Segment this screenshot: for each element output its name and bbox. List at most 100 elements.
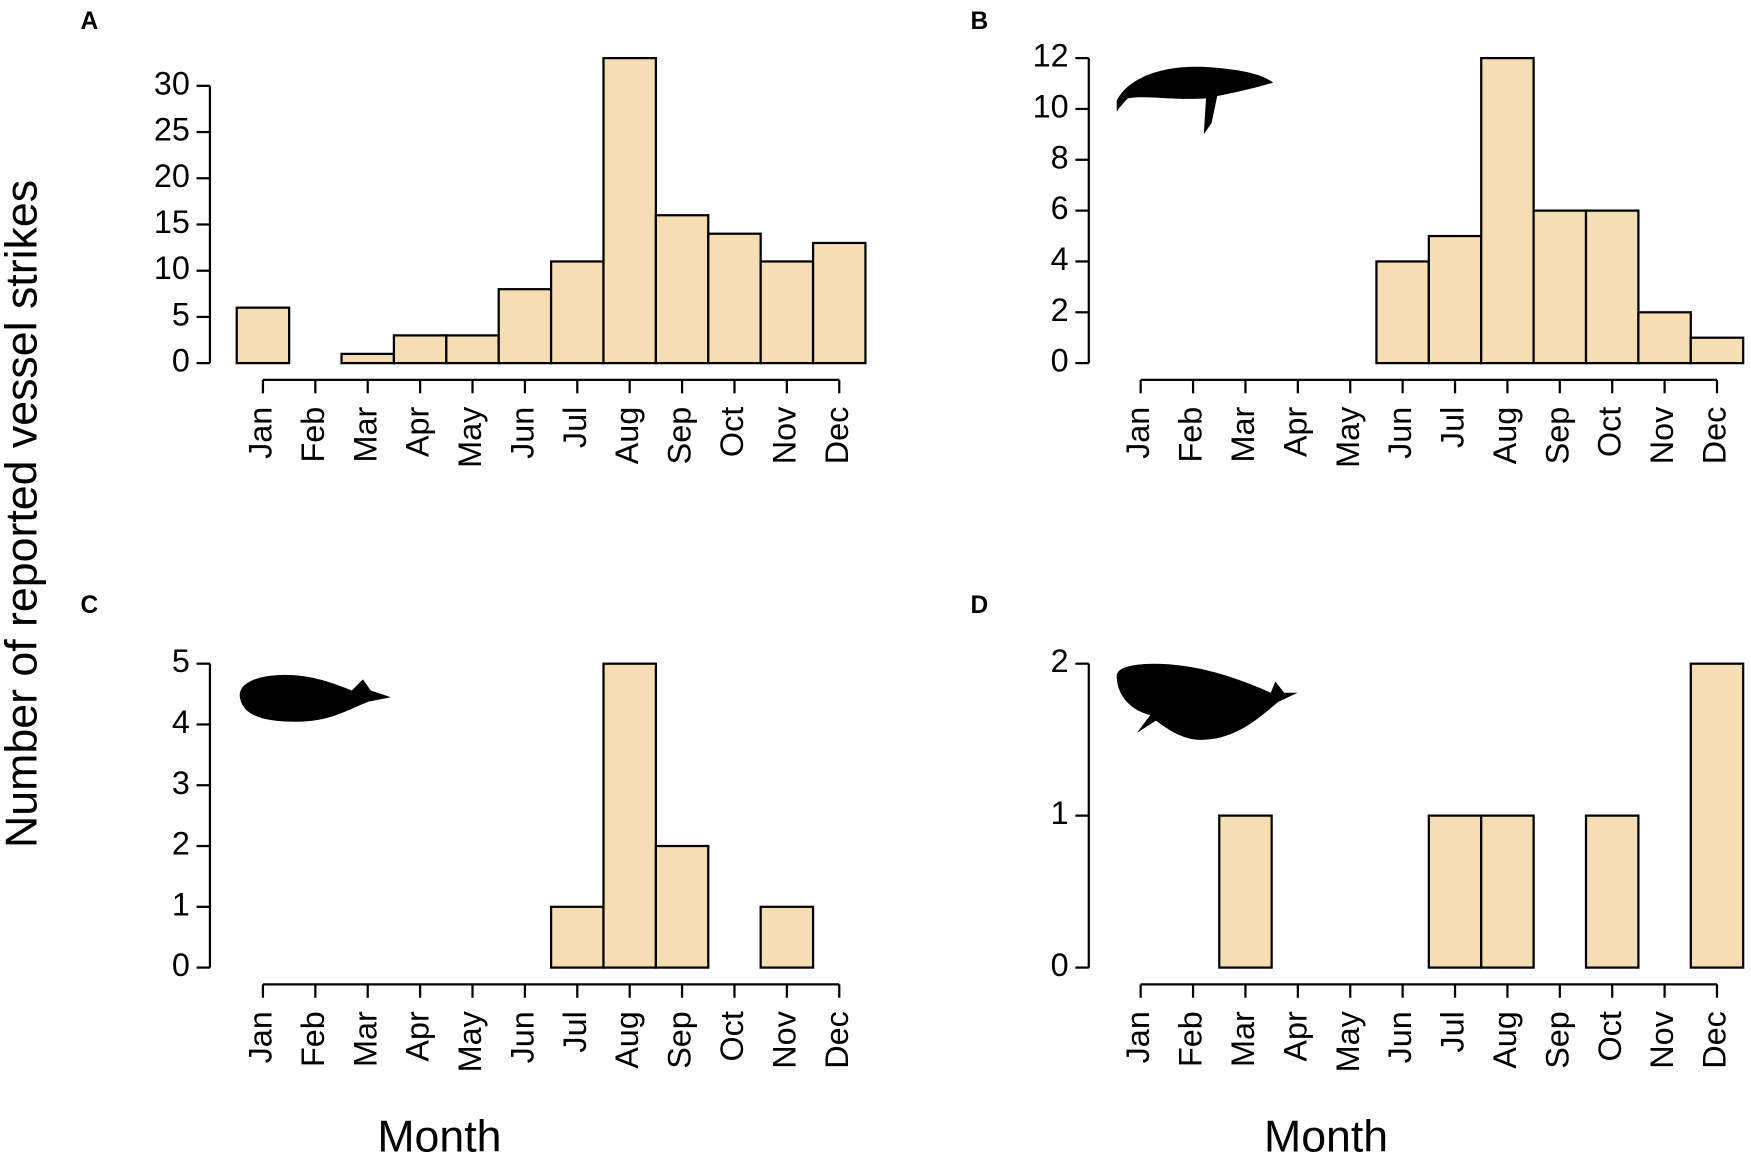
x-tick-label: Jan: [1120, 407, 1156, 459]
x-tick-label: Nov: [766, 406, 802, 464]
x-tick-label: Oct: [1592, 1011, 1628, 1061]
x-tick-label: May: [452, 1010, 488, 1072]
x-tick-label: Dec: [819, 407, 855, 465]
y-tick-label: 6: [1051, 190, 1069, 226]
y-tick-label: 10: [154, 250, 190, 286]
bar: [602, 56, 657, 365]
x-tick-label: Aug: [1487, 407, 1523, 465]
y-tick-label: 8: [1051, 139, 1069, 175]
y-tick-label: 4: [172, 704, 190, 740]
bar: [1375, 260, 1430, 365]
y-tick-label: 2: [1051, 292, 1069, 328]
y-tick-label: 30: [154, 65, 190, 101]
x-tick-label: Dec: [819, 1011, 855, 1069]
x-tick-label: Mar: [347, 1011, 383, 1067]
x-tick-label: Jun: [1382, 1011, 1418, 1063]
x-tick-label: Nov: [1644, 1010, 1680, 1068]
x-tick-label: Aug: [1487, 1011, 1523, 1069]
y-tick-label: 10: [1033, 88, 1069, 124]
x-tick-label: Oct: [1592, 407, 1628, 457]
x-tick-label: Oct: [714, 407, 750, 457]
x-tick-label: Sep: [1539, 407, 1575, 465]
x-tick-label: Jan: [243, 407, 279, 459]
panel-label: C: [80, 592, 98, 619]
y-tick-label: 3: [172, 765, 190, 801]
x-tick-label: Apr: [1277, 1011, 1313, 1062]
bar: [549, 260, 605, 365]
x-tick-label: Jun: [504, 1011, 540, 1063]
y-tick-label: 0: [172, 947, 190, 983]
bar: [497, 288, 553, 365]
y-tick-label: 2: [1051, 643, 1069, 679]
x-tick-label: Sep: [662, 407, 698, 465]
bar: [392, 334, 448, 365]
x-tick-label: Feb: [1173, 1011, 1209, 1067]
y-tick-label: 5: [172, 296, 190, 332]
bar: [1480, 56, 1535, 365]
x-tick-label: Jul: [557, 407, 593, 448]
x-tick-label: Feb: [1173, 407, 1209, 463]
x-tick-label: Jul: [1435, 407, 1471, 448]
x-tick-label: Feb: [295, 407, 331, 463]
bar: [1637, 311, 1692, 365]
x-tick-label: May: [1330, 406, 1366, 468]
panel-label: A: [80, 8, 98, 35]
bar: [1689, 336, 1745, 365]
x-tick-label: Sep: [662, 1011, 698, 1069]
panel-label: B: [970, 8, 988, 35]
x-tick-label: Dec: [1697, 1011, 1733, 1069]
bar: [1427, 814, 1483, 969]
x-tick-label: Nov: [766, 1010, 802, 1068]
y-tick-label: 20: [154, 158, 190, 194]
x-tick-label: May: [1330, 1010, 1366, 1072]
y-tick-label: 0: [172, 343, 190, 379]
bar: [1584, 209, 1640, 365]
humpback-icon: [1116, 66, 1274, 135]
x-tick-label: Dec: [1697, 407, 1733, 465]
x-tick-label: Jul: [557, 1011, 593, 1052]
bar: [759, 260, 815, 365]
bar: [445, 334, 500, 365]
y-tick-label: 25: [154, 112, 190, 148]
y-tick-label: 0: [1051, 947, 1069, 983]
bar: [707, 232, 762, 365]
x-tick-label: Apr: [1277, 406, 1313, 457]
x-tick-label: Mar: [347, 406, 383, 462]
bar: [654, 214, 710, 365]
panel-label: D: [970, 592, 988, 619]
bar: [602, 662, 657, 969]
x-tick-label: Sep: [1539, 1011, 1575, 1069]
x-tick-label: Aug: [609, 407, 645, 465]
x-tick-label: Feb: [295, 1011, 331, 1067]
y-tick-label: 2: [172, 826, 190, 862]
x-tick-label: Jun: [504, 407, 540, 459]
bar: [1689, 662, 1745, 969]
x-tick-label: Aug: [609, 1011, 645, 1069]
x-tick-label: Oct: [714, 1011, 750, 1061]
bar: [235, 306, 291, 365]
y-tick-label: 12: [1033, 38, 1069, 74]
x-tick-label: Jul: [1435, 1011, 1471, 1052]
x-tick-label: Jan: [1120, 1011, 1156, 1063]
x-axis-label: Month: [1264, 1112, 1388, 1161]
y-tick-label: 0: [1051, 343, 1069, 379]
bar: [340, 352, 396, 365]
bar: [654, 844, 710, 969]
x-tick-label: Mar: [1225, 406, 1261, 462]
x-tick-label: Nov: [1644, 406, 1680, 464]
bar: [811, 241, 867, 365]
x-tick-label: May: [452, 406, 488, 468]
y-tick-label: 1: [1051, 795, 1069, 831]
y-tick-label: 4: [1051, 241, 1069, 277]
x-tick-label: Apr: [400, 406, 436, 457]
y-tick-label: 5: [172, 643, 190, 679]
bar: [1480, 814, 1535, 969]
x-tick-label: Apr: [400, 1011, 436, 1062]
bar: [1532, 209, 1588, 365]
bar: [759, 905, 815, 969]
x-tick-label: Jan: [243, 1011, 279, 1063]
y-tick-label: 1: [172, 886, 190, 922]
bar: [1584, 814, 1640, 969]
